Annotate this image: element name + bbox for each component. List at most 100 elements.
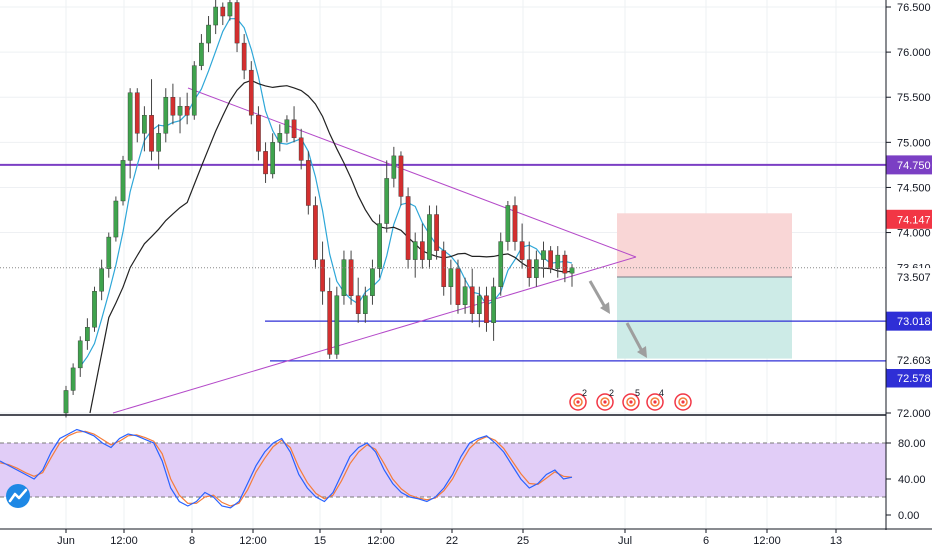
oscillator-tick-label: 0.00 <box>898 510 919 522</box>
candle <box>455 259 461 314</box>
candle <box>277 124 283 152</box>
price-tick-label: 76.500 <box>897 2 931 14</box>
svg-text:74.750: 74.750 <box>897 160 931 172</box>
candle <box>398 151 404 206</box>
candle <box>77 336 83 377</box>
event-marker-icon[interactable] <box>674 393 692 411</box>
price-tag: 74.147 <box>886 209 932 229</box>
oscillator-band <box>0 443 886 497</box>
candle <box>106 232 112 278</box>
candle <box>184 92 190 125</box>
economic-events[interactable]: 2 2 5 4 <box>569 388 692 411</box>
candle <box>263 142 268 183</box>
time-tick-label: 12:00 <box>239 535 267 547</box>
candle <box>92 286 97 332</box>
candle <box>420 223 425 269</box>
candle <box>569 264 575 287</box>
candle <box>313 196 318 269</box>
stochastic-k-line <box>0 428 573 509</box>
candle <box>291 106 297 143</box>
event-count: 2 <box>609 388 614 398</box>
candle <box>562 250 568 283</box>
slow-moving-average <box>89 79 573 414</box>
stochastic-oscillator-pane[interactable] <box>0 428 886 509</box>
candle <box>298 128 304 170</box>
candle <box>412 232 418 278</box>
candle <box>405 187 411 269</box>
risk-reward-tool[interactable] <box>617 213 792 359</box>
time-tick-label: 22 <box>446 535 458 547</box>
event-marker-icon[interactable]: 2 <box>596 388 614 411</box>
stop-loss-zone[interactable] <box>617 213 792 278</box>
price-axis[interactable]: 76.500 76.000 75.500 75.000 74.500 74.000 72.0… <box>885 0 931 530</box>
candle <box>384 160 390 233</box>
candle <box>377 214 382 278</box>
candle <box>191 61 197 120</box>
candle <box>177 97 183 134</box>
candle <box>127 88 133 179</box>
candle <box>469 268 475 323</box>
candle <box>199 34 204 71</box>
candle <box>434 205 439 260</box>
candle <box>534 250 539 287</box>
candle <box>70 363 76 395</box>
oscillator-tick-label: 80.00 <box>898 438 926 450</box>
price-tag: 72.578 <box>886 368 932 388</box>
time-tick-label: 8 <box>189 535 195 547</box>
candle <box>427 205 432 269</box>
oscillator-tick-label: 40.00 <box>898 474 926 486</box>
candle <box>305 151 311 215</box>
candle <box>170 83 176 125</box>
horizontal-levels[interactable] <box>0 163 886 362</box>
fast-moving-average <box>79 18 573 367</box>
time-axis[interactable]: Jun 12:00 8 12:00 15 12:00 22 25 Jul 6 12:00 13 <box>0 528 932 547</box>
time-tick-label: 12:00 <box>367 535 395 547</box>
candle <box>256 106 261 161</box>
candle <box>320 241 325 305</box>
oscillator-axis: 80.00 40.00 0.00 <box>886 438 926 522</box>
svg-text:73.018: 73.018 <box>897 316 931 328</box>
tradingview-logo-icon[interactable] <box>6 484 30 508</box>
event-marker-icon[interactable]: 4 <box>646 388 664 411</box>
candle <box>163 88 169 143</box>
candle <box>206 16 211 53</box>
upper-trendline[interactable] <box>187 87 637 258</box>
candle <box>348 250 354 305</box>
price-tag: 73.507 <box>887 268 932 287</box>
candle <box>505 200 511 251</box>
candle <box>541 241 546 278</box>
candle <box>462 277 468 314</box>
event-count: 4 <box>659 388 664 398</box>
price-tick-label: 72.000 <box>897 408 931 420</box>
event-marker-icon[interactable]: 2 <box>569 388 587 411</box>
arrow-down-icon[interactable] <box>625 322 647 358</box>
candle <box>85 318 90 350</box>
price-tag: 72.603 <box>887 351 932 369</box>
lower-trendline[interactable] <box>112 256 637 414</box>
time-tick-label: 6 <box>703 535 709 547</box>
candle <box>213 0 218 35</box>
event-count: 5 <box>635 388 640 398</box>
take-profit-zone[interactable] <box>617 277 792 359</box>
candle <box>491 277 496 341</box>
event-marker-icon[interactable]: 5 <box>622 388 640 411</box>
svg-text:73.507: 73.507 <box>897 272 931 284</box>
price-tick-label: 76.000 <box>897 47 931 59</box>
triangle-pattern[interactable] <box>112 87 637 414</box>
arrow-down-icon[interactable] <box>588 280 610 314</box>
time-tick-label: 12:00 <box>753 535 781 547</box>
candlestick-series <box>63 0 575 418</box>
projection-arrows[interactable] <box>588 280 647 358</box>
price-tags: 74.75073.01872.57874.14773.61073.50772.6… <box>886 155 932 388</box>
svg-text:72.603: 72.603 <box>897 355 931 367</box>
time-tick-label: 12:00 <box>110 535 138 547</box>
event-count: 2 <box>582 388 587 398</box>
stochastic-d-line <box>0 430 573 507</box>
candle <box>355 277 361 323</box>
candle <box>441 241 447 296</box>
svg-text:74.147: 74.147 <box>897 214 931 226</box>
candle <box>227 0 233 21</box>
candle <box>156 124 161 170</box>
time-tick-label: 15 <box>314 535 326 547</box>
